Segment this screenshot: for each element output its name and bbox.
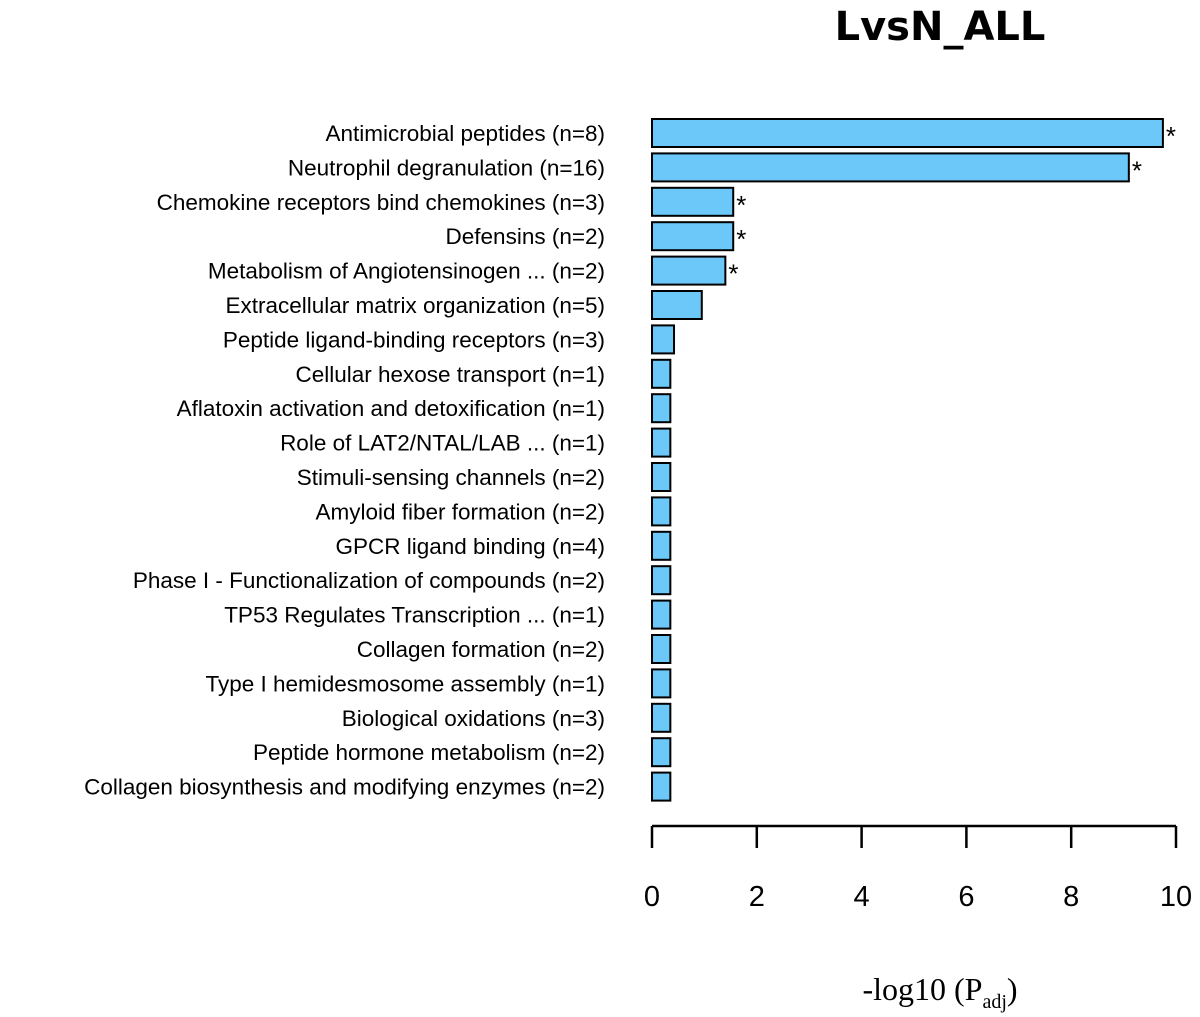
- category-label: Collagen formation (n=2): [357, 637, 605, 662]
- bar: [651, 118, 1164, 148]
- x-axis-label-main: -log10 (P: [862, 971, 982, 1007]
- x-tick-label: 0: [644, 881, 660, 913]
- category-label: Neutrophil degranulation (n=16): [288, 155, 605, 180]
- category-label: Metabolism of Angiotensinogen ... (n=2): [208, 259, 605, 284]
- bar: [651, 324, 676, 355]
- x-axis-label: -log10 (Padj): [862, 971, 1017, 1013]
- bar: [651, 462, 672, 492]
- bar: [651, 530, 672, 561]
- chart-title: LvsN_ALL: [835, 4, 1046, 50]
- x-axis-label-subscript: adj: [982, 991, 1006, 1013]
- category-label: Defensins (n=2): [446, 224, 605, 249]
- category-label: Aflatoxin activation and detoxification …: [177, 396, 605, 421]
- bar: [651, 634, 672, 664]
- x-tick-label: 8: [1063, 881, 1079, 913]
- x-tick-label: 4: [854, 881, 870, 913]
- category-label: Biological oxidations (n=3): [342, 706, 605, 731]
- category-label: Extracellular matrix organization (n=5): [225, 293, 605, 318]
- x-axis-label-close: ): [1007, 971, 1018, 1007]
- category-label: Role of LAT2/NTAL/LAB ... (n=1): [280, 431, 605, 456]
- category-label: Cellular hexose transport (n=1): [295, 362, 605, 387]
- significance-star: *: [1166, 121, 1176, 151]
- significance-star: *: [728, 259, 738, 289]
- bars-group: [651, 118, 1164, 802]
- category-label: Peptide ligand-binding receptors (n=3): [223, 327, 605, 352]
- bar: [651, 599, 672, 630]
- bar: [651, 668, 672, 699]
- bar: [651, 255, 727, 286]
- category-label: TP53 Regulates Transcription ... (n=1): [224, 603, 605, 628]
- significance-star: *: [736, 224, 746, 254]
- bar: [651, 565, 672, 596]
- category-label: GPCR ligand binding (n=4): [335, 534, 605, 559]
- significance-markers: * * * * *: [728, 121, 1176, 289]
- bar: [651, 496, 672, 527]
- bar: [651, 186, 735, 217]
- x-tick-label: 6: [958, 881, 974, 913]
- x-tick-label: 10: [1160, 881, 1192, 913]
- bar: [651, 290, 703, 320]
- x-tick-label: 2: [749, 881, 765, 913]
- bar: [651, 221, 735, 252]
- category-label: Peptide hormone metabolism (n=2): [253, 740, 605, 765]
- category-labels: Antimicrobial peptides (n=8) Neutrophil d…: [84, 121, 605, 800]
- bar: [651, 771, 672, 802]
- bar: [651, 702, 672, 733]
- category-label: Type I hemidesmosome assembly (n=1): [205, 671, 605, 696]
- category-label: Phase I - Functionalization of compounds…: [133, 568, 605, 593]
- bar: [651, 427, 672, 458]
- category-label: Chemokine receptors bind chemokines (n=3…: [157, 190, 605, 215]
- category-label: Amyloid fiber formation (n=2): [316, 499, 606, 524]
- category-label: Stimuli-sensing channels (n=2): [297, 465, 605, 490]
- bar: [651, 152, 1130, 183]
- bar: [651, 393, 672, 424]
- category-label: Collagen biosynthesis and modifying enzy…: [84, 775, 605, 800]
- x-axis: 0 2 4 6 8 10: [644, 824, 1192, 913]
- bar: [651, 358, 672, 389]
- significance-star: *: [736, 190, 746, 220]
- category-label: Antimicrobial peptides (n=8): [325, 121, 605, 146]
- bar: [651, 737, 672, 768]
- significance-star: *: [1132, 155, 1142, 185]
